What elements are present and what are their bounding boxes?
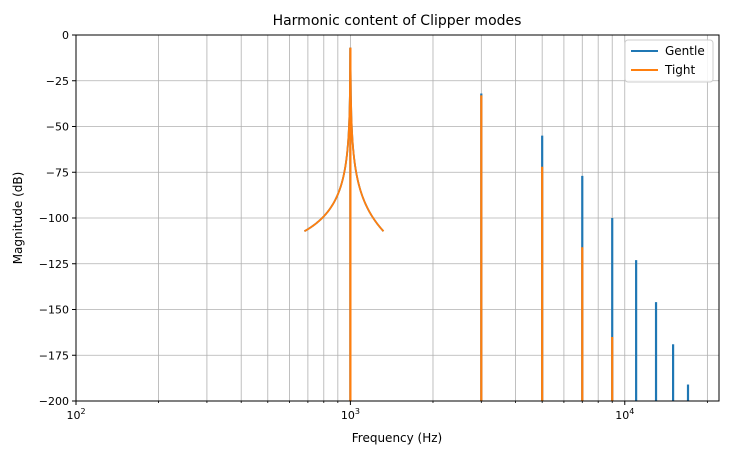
series-layer: [303, 47, 690, 401]
chart-title: Harmonic content of Clipper modes: [273, 13, 522, 29]
y-tick-label: 0: [62, 29, 69, 42]
x-axis: 102 103 104: [66, 401, 708, 422]
spectrum-skirt: [303, 47, 385, 233]
legend-label: Tight: [664, 63, 696, 77]
y-tick-label: −175: [39, 349, 69, 362]
y-tick-label: −25: [46, 75, 69, 88]
y-axis: 0 −25 −50 −75 −100 −125 −150 −175 −200: [39, 29, 76, 408]
legend: Gentle Tight: [624, 39, 714, 83]
legend-label: Gentle: [665, 44, 705, 58]
y-tick-label: −50: [46, 121, 69, 134]
x-axis-label: Frequency (Hz): [352, 431, 443, 445]
x-tick-label: 104: [615, 407, 634, 422]
spectrum-skirt: [303, 47, 385, 233]
y-tick-label: −125: [39, 258, 69, 271]
grid: [75, 34, 719, 402]
y-tick-label: −200: [39, 395, 69, 408]
y-tick-label: −150: [39, 304, 69, 317]
y-axis-label: Magnitude (dB): [11, 172, 25, 265]
y-tick-label: −100: [39, 212, 69, 225]
x-tick-label: 102: [66, 407, 85, 422]
series-gentle: [303, 47, 690, 401]
x-tick-label: 103: [341, 407, 360, 422]
y-tick-label: −75: [46, 166, 69, 179]
series-tight: [303, 47, 614, 401]
